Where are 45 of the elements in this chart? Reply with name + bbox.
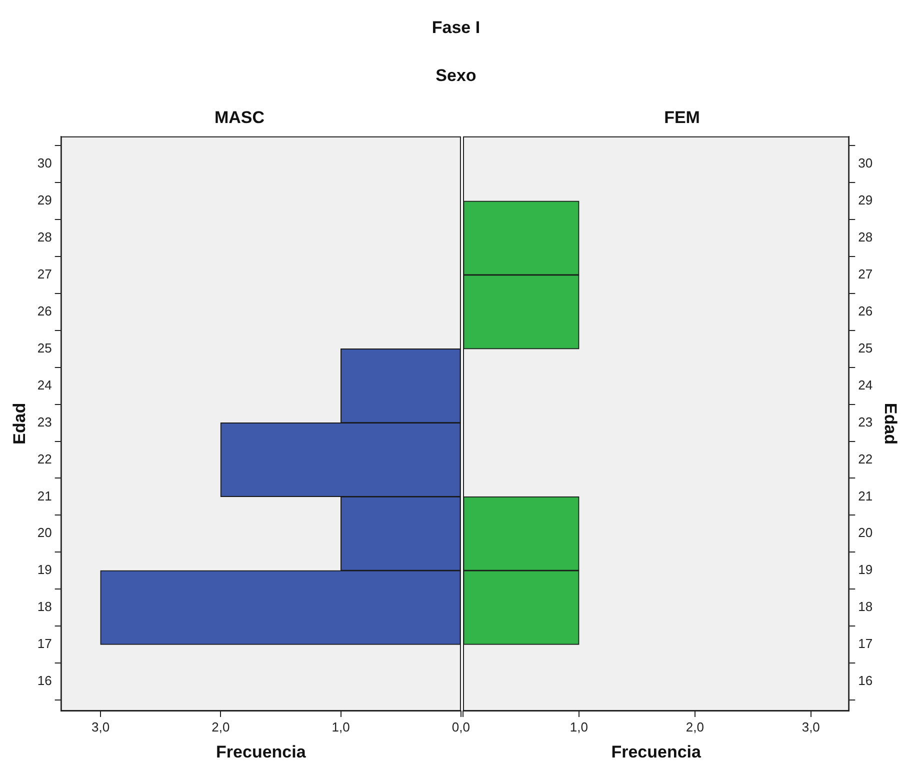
x-tick-label: 0,0 (452, 719, 470, 734)
x-tick-label: 3,0 (802, 719, 820, 734)
chart-title: FEM (664, 108, 700, 127)
y-tick-label: 26 (37, 304, 52, 318)
chart-title: MASC (214, 108, 265, 127)
y-tick-label: 30 (858, 156, 873, 171)
y-tick-label: 19 (37, 562, 52, 578)
y-tick-label: 23 (858, 414, 873, 430)
y-tick-label: 20 (37, 525, 52, 540)
y-tick-label: 27 (37, 266, 52, 282)
y-tick-label: 21 (858, 488, 873, 504)
y-tick-label: 17 (858, 636, 873, 652)
y-tick-label: 22 (37, 451, 52, 466)
x-tick-label: 1,0 (570, 719, 588, 734)
y-tick-label: 18 (37, 599, 52, 614)
y-tick-label: 23 (37, 414, 52, 430)
x-axis-title: Frecuencia (216, 742, 306, 762)
y-tick-label: 22 (858, 451, 873, 466)
y-tick-label: 29 (858, 192, 873, 208)
text: Fase I (430, 18, 482, 38)
x-tick-label: 1,0 (332, 719, 350, 734)
y-tick-label: 17 (37, 636, 52, 652)
y-tick-label: 28 (37, 230, 52, 245)
y-tick-label: 28 (858, 230, 873, 245)
y-tick-label: 20 (858, 525, 873, 540)
y-tick-label: 18 (858, 599, 873, 614)
x-tick-label: 3,0 (91, 719, 110, 734)
y-tick-label: 19 (858, 562, 873, 578)
y-tick-label: 29 (37, 192, 52, 208)
x-tick-label: 2,0 (212, 719, 230, 734)
y-tick-label: 27 (858, 266, 873, 282)
y-tick-label: 16 (858, 673, 873, 688)
y-tick-label: 24 (858, 377, 873, 392)
y-tick-label: 16 (37, 673, 52, 688)
y-tick-label: 30 (37, 156, 52, 171)
x-axis-title: Frecuencia (611, 742, 702, 762)
y-axis-title: Edad (10, 402, 29, 444)
y-tick-label: 21 (37, 488, 52, 504)
x-tick-label: 2,0 (686, 719, 704, 734)
y-tick-label: 25 (37, 340, 52, 356)
text: Sexo (434, 66, 478, 86)
y-tick-label: 25 (858, 340, 873, 356)
y-axis-title: Edad (881, 402, 900, 444)
y-tick-label: 26 (858, 304, 873, 318)
y-tick-label: 24 (37, 377, 52, 392)
